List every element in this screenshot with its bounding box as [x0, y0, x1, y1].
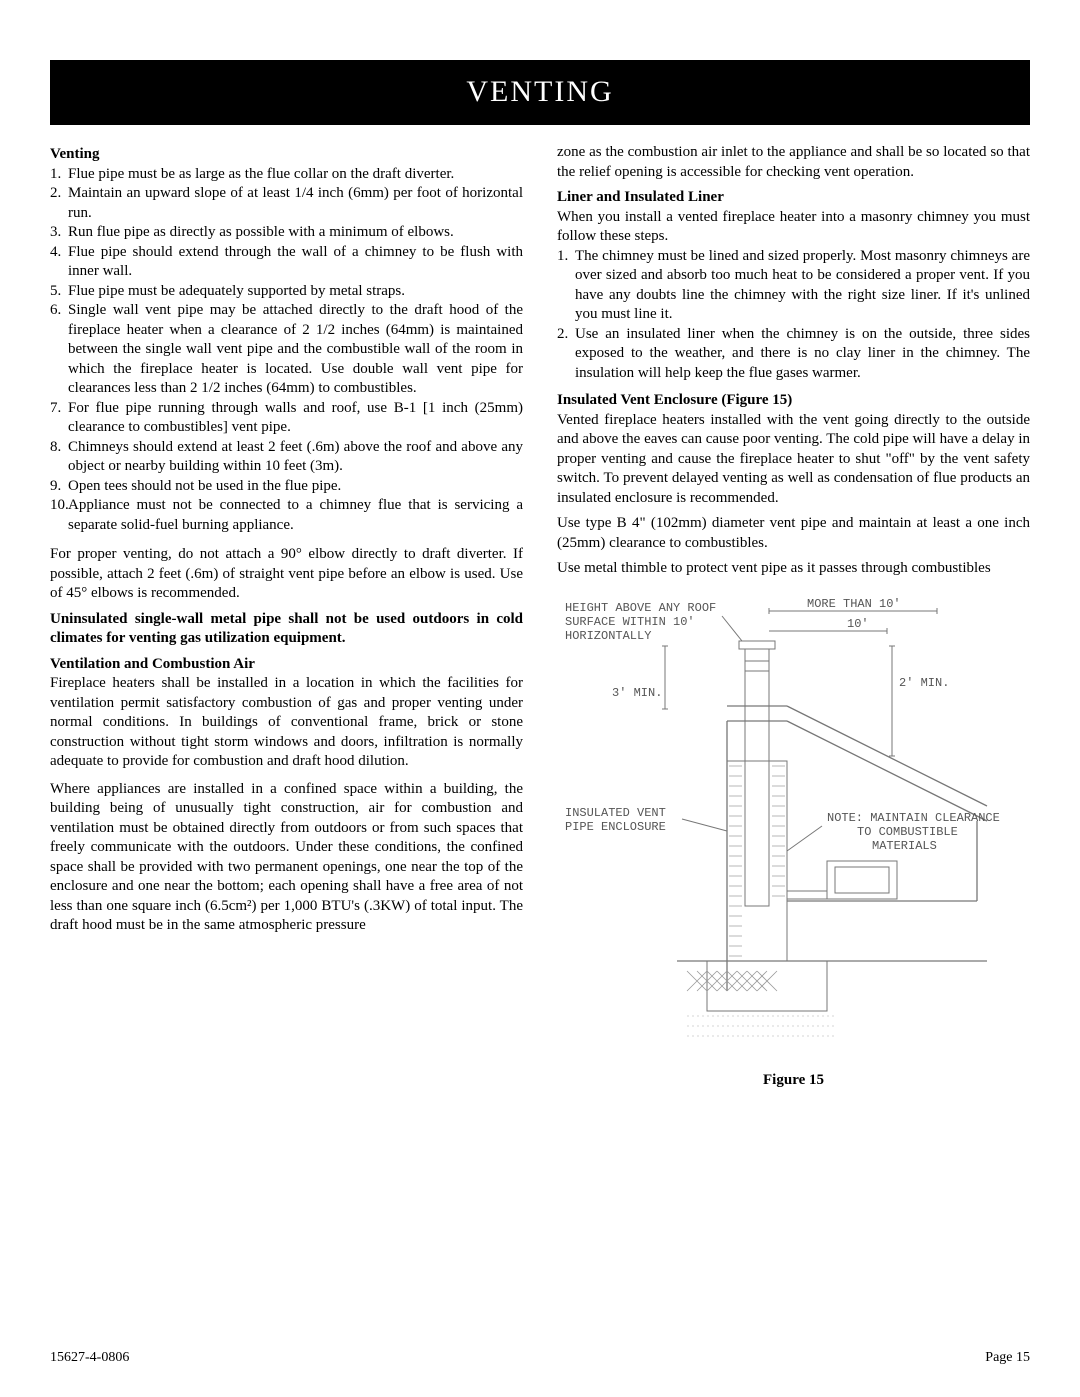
list-text: Single wall vent pipe may be attached di… [68, 302, 523, 396]
label-two-min: 2' MIN. [899, 676, 949, 690]
label-note-3: MATERIALS [872, 839, 937, 853]
list-number: 9. [50, 477, 68, 497]
list-number: 5. [50, 282, 68, 302]
list-item: 8.Chimneys should extend at least 2 feet… [68, 438, 523, 477]
liner-intro: When you install a vented fireplace heat… [557, 208, 1030, 247]
list-number: 8. [50, 438, 68, 458]
continuation-para: zone as the combustion air inlet to the … [557, 143, 1030, 182]
figure-caption: Figure 15 [557, 1071, 1030, 1091]
figure-15-diagram: MORE THAN 10' 10' HEIGHT ABOVE ANY ROOF … [557, 591, 1030, 1058]
list-text: Flue pipe should extend through the wall… [68, 244, 523, 280]
list-item: 2.Maintain an upward slope of at least 1… [68, 184, 523, 223]
venting-list: 1.Flue pipe must be as large as the flue… [50, 165, 523, 536]
label-height-above-2: SURFACE WITHIN 10' [565, 615, 695, 629]
label-height-above-1: HEIGHT ABOVE ANY ROOF [565, 601, 716, 615]
list-item: 7.For flue pipe running through walls an… [68, 399, 523, 438]
two-column-layout: Venting 1.Flue pipe must be as large as … [50, 143, 1030, 1091]
list-number: 2. [557, 325, 575, 345]
list-number: 2. [50, 184, 68, 204]
label-ten-ft: 10' [847, 617, 869, 631]
list-text: The chimney must be lined and sized prop… [575, 248, 1030, 323]
list-text: Open tees should not be used in the flue… [68, 478, 341, 494]
enclosure-para2: Use type B 4" (102mm) diameter vent pipe… [557, 514, 1030, 553]
list-text: Use an insulated liner when the chimney … [575, 326, 1030, 381]
ventilation-heading: Ventilation and Combustion Air [50, 655, 523, 675]
list-item: 6.Single wall vent pipe may be attached … [68, 301, 523, 399]
list-number: 7. [50, 399, 68, 419]
venting-heading: Venting [50, 145, 523, 165]
right-column: zone as the combustion air inlet to the … [557, 143, 1030, 1091]
footer-left: 15627-4-0806 [50, 1349, 129, 1367]
page-footer: 15627-4-0806 Page 15 [50, 1349, 1030, 1367]
list-item: 3.Run flue pipe as directly as possible … [68, 223, 523, 243]
label-insulated-vent-1: INSULATED VENT [565, 806, 666, 820]
list-number: 6. [50, 301, 68, 321]
list-text: Flue pipe must be adequately supported b… [68, 283, 405, 299]
venting-para-elbow: For proper venting, do not attach a 90° … [50, 545, 523, 604]
enclosure-para3: Use metal thimble to protect vent pipe a… [557, 559, 1030, 579]
list-item: 1.Flue pipe must be as large as the flue… [68, 165, 523, 185]
list-item: 10.Appliance must not be connected to a … [68, 496, 523, 535]
list-item: 5.Flue pipe must be adequately supported… [68, 282, 523, 302]
enclosure-para1: Vented fireplace heaters installed with … [557, 411, 1030, 509]
left-column: Venting 1.Flue pipe must be as large as … [50, 143, 523, 1091]
list-number: 1. [50, 165, 68, 185]
list-item: 1.The chimney must be lined and sized pr… [575, 247, 1030, 325]
list-text: Chimneys should extend at least 2 feet (… [68, 439, 523, 475]
list-number: 1. [557, 247, 575, 267]
list-text: Run flue pipe as directly as possible wi… [68, 224, 454, 240]
list-item: 9.Open tees should not be used in the fl… [68, 477, 523, 497]
label-note-2: TO COMBUSTIBLE [857, 825, 958, 839]
ventilation-para1: Fireplace heaters shall be installed in … [50, 674, 523, 772]
label-note-1: NOTE: MAINTAIN CLEARANCE [827, 811, 1000, 825]
label-three-min: 3' MIN. [612, 686, 662, 700]
list-text: Appliance must not be connected to a chi… [68, 497, 523, 533]
liner-list: 1.The chimney must be lined and sized pr… [557, 247, 1030, 384]
bold-warning-para: Uninsulated single-wall metal pipe shall… [50, 610, 523, 649]
title-band: VENTING [50, 60, 1030, 125]
list-item: 2.Use an insulated liner when the chimne… [575, 325, 1030, 384]
label-height-above-3: HORIZONTALLY [565, 629, 651, 643]
label-more-than-10: MORE THAN 10' [807, 597, 901, 611]
list-text: For flue pipe running through walls and … [68, 400, 523, 436]
list-text: Flue pipe must be as large as the flue c… [68, 166, 454, 182]
ventilation-para2: Where appliances are installed in a conf… [50, 780, 523, 936]
list-text: Maintain an upward slope of at least 1/4… [68, 185, 523, 221]
list-item: 4.Flue pipe should extend through the wa… [68, 243, 523, 282]
enclosure-heading: Insulated Vent Enclosure (Figure 15) [557, 391, 1030, 411]
list-number: 10. [50, 496, 68, 516]
footer-right: Page 15 [985, 1349, 1030, 1367]
label-insulated-vent-2: PIPE ENCLOSURE [565, 820, 666, 834]
list-number: 3. [50, 223, 68, 243]
list-number: 4. [50, 243, 68, 263]
liner-heading: Liner and Insulated Liner [557, 188, 1030, 208]
